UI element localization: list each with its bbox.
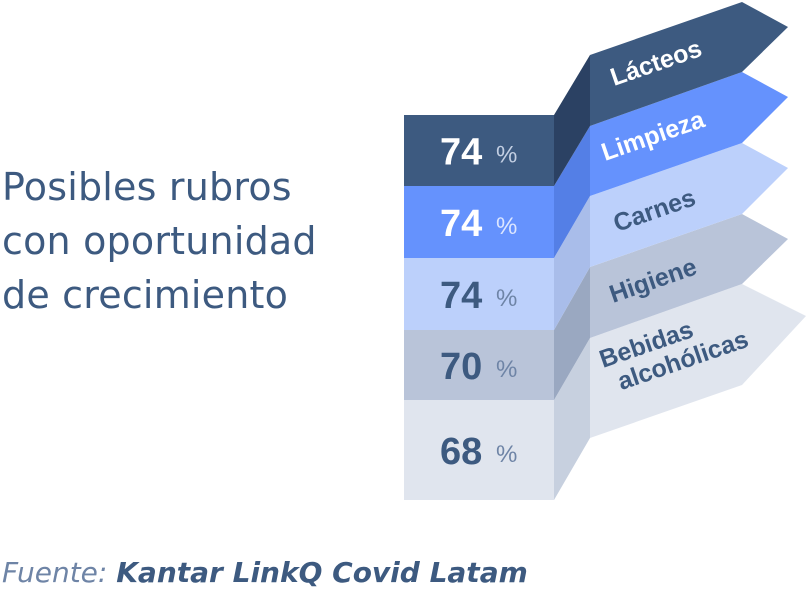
- data-label: 74: [440, 275, 482, 317]
- data-label: 68: [440, 431, 482, 473]
- data-label: 74: [440, 203, 482, 245]
- unit-label: %: [496, 441, 517, 468]
- value-bar: [404, 186, 554, 258]
- unit-label: %: [496, 356, 517, 383]
- source-value: Kantar LinkQ Covid Latam: [116, 556, 528, 589]
- category-ribbon: [590, 284, 806, 438]
- page-title: Posibles rubros con oportunidad de creci…: [2, 160, 317, 322]
- title-line: de crecimiento: [2, 273, 289, 317]
- value-bar: [404, 330, 554, 400]
- unit-label: %: [496, 213, 517, 240]
- title-line: Posibles rubros: [2, 165, 292, 209]
- value-bar: [404, 115, 554, 186]
- ribbon-fold: [554, 55, 590, 186]
- data-label: 70: [440, 346, 482, 388]
- source-note: Fuente: Kantar LinkQ Covid Latam: [2, 556, 528, 589]
- unit-label: %: [496, 142, 517, 169]
- ribbon-fold: [554, 338, 590, 500]
- category-ribbon: [590, 214, 788, 338]
- data-label: 74: [440, 132, 482, 174]
- ribbon-fold: [554, 196, 590, 330]
- unit-label: %: [496, 285, 517, 312]
- value-bar: [404, 258, 554, 330]
- category-ribbon: [590, 2, 788, 126]
- category-ribbon: [590, 72, 788, 196]
- ribbon-fold: [554, 267, 590, 400]
- source-label: Fuente:: [2, 556, 108, 589]
- value-bar: [404, 400, 554, 500]
- title-line: con oportunidad: [2, 219, 317, 263]
- category-ribbon: [590, 143, 788, 267]
- ribbon-fold: [554, 126, 590, 258]
